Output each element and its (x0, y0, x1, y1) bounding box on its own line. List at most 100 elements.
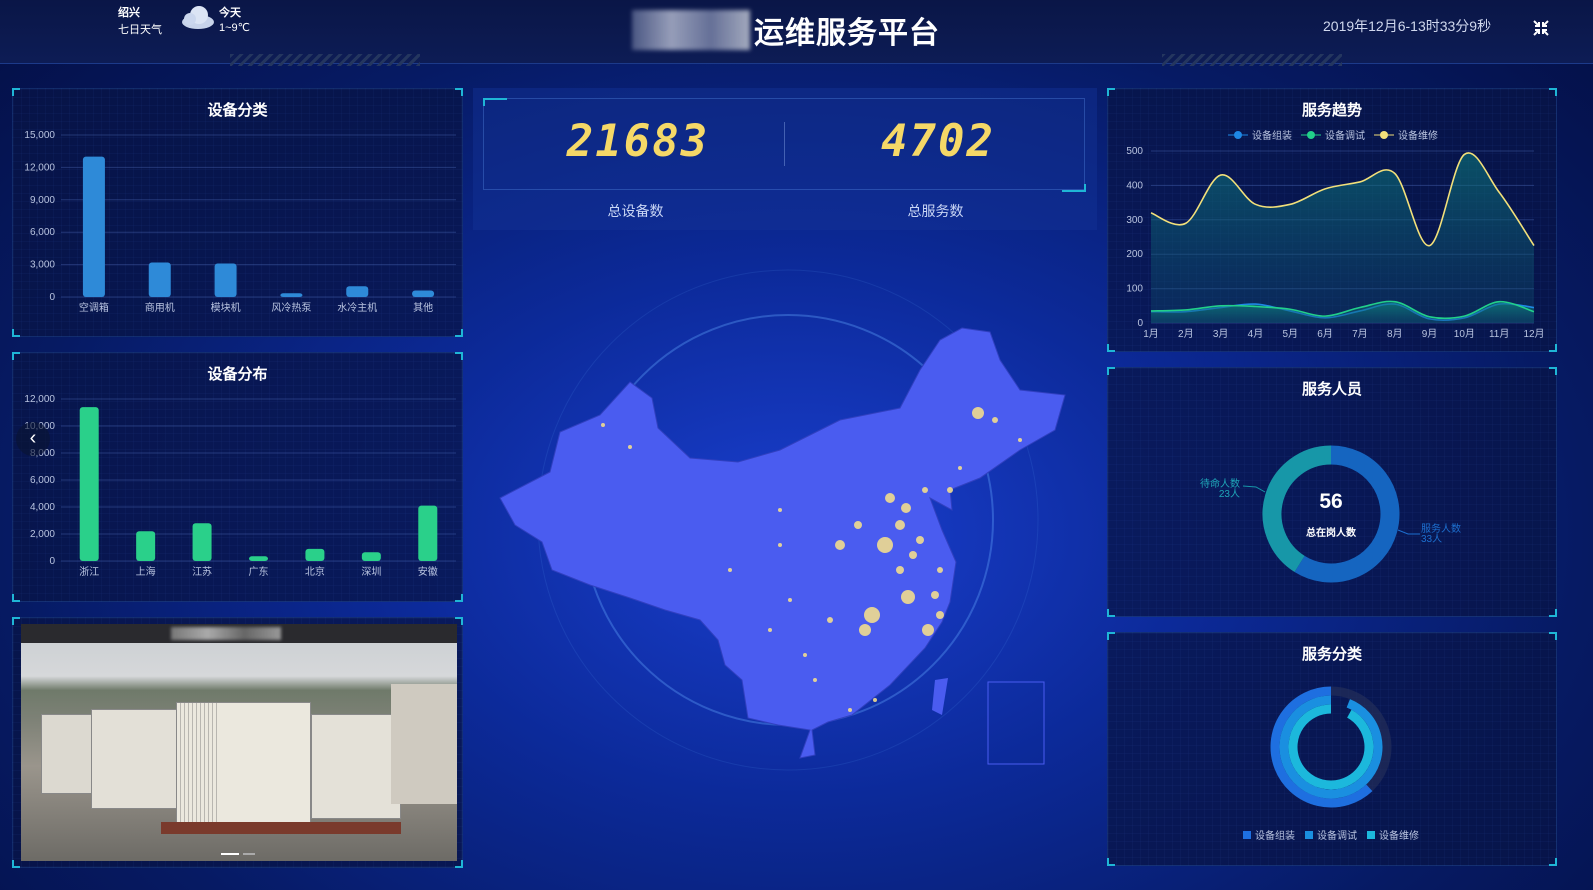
series-area (1151, 152, 1534, 323)
x-tick-label: 4月 (1248, 328, 1264, 340)
seven-day-weather-link[interactable]: 七日天气 (118, 24, 162, 36)
legend-label: 设备组装 (1255, 829, 1295, 842)
y-tick-label: 200 (1126, 249, 1143, 260)
bar (412, 290, 435, 297)
city-dot (916, 536, 924, 544)
serving-count: 33人 (1421, 534, 1443, 545)
bar (305, 548, 325, 561)
china-map[interactable] (480, 240, 1100, 880)
x-tick-label: 8月 (1387, 328, 1403, 340)
today-label: 今天 (219, 7, 241, 19)
x-tick-label: 商用机 (145, 301, 175, 314)
y-tick-label: 4,000 (30, 502, 55, 513)
y-tick-label: 6,000 (30, 227, 55, 238)
donut-slice (1262, 445, 1332, 572)
x-tick-label: 空调箱 (79, 301, 109, 314)
y-tick-label: 0 (1137, 318, 1143, 329)
ring-segment (1279, 695, 1383, 799)
city-name: 绍兴 (118, 7, 140, 19)
x-tick-label: 上海 (136, 565, 156, 578)
exit-fullscreen-icon[interactable] (1532, 19, 1550, 37)
x-tick-label: 浙江 (79, 566, 99, 578)
city-dot (854, 521, 862, 529)
legend-marker (1305, 831, 1313, 839)
x-tick-label: 12月 (1523, 328, 1544, 340)
x-tick-label: 11月 (1489, 328, 1509, 340)
x-tick-label: 10月 (1454, 328, 1475, 340)
x-tick-label: 5月 (1282, 328, 1298, 340)
legend-label: 设备调试 (1317, 829, 1357, 842)
carousel-prev-button[interactable]: ‹ (16, 422, 50, 456)
y-tick-label: 15,000 (24, 130, 55, 141)
label-line (1397, 529, 1420, 535)
y-tick-label: 300 (1126, 215, 1143, 226)
header-decoration (1162, 54, 1342, 66)
total-devices-value: 21683 (566, 116, 710, 167)
china-mainland (499, 327, 1066, 759)
city-dot (909, 551, 917, 559)
panel-title: 服务分类 (1301, 646, 1362, 663)
x-tick-label: 6月 (1317, 328, 1333, 340)
x-tick-label: 深圳 (361, 566, 381, 578)
standby-name: 待命人数 (1200, 479, 1240, 490)
temperature: 1~9℃ (219, 22, 251, 34)
donut-slice (1294, 445, 1400, 583)
city-dot (728, 568, 732, 572)
city-dot (937, 567, 943, 573)
series-line (1150, 152, 1535, 247)
standby-count: 23人 (1218, 489, 1240, 500)
x-tick-label: 9月 (1422, 328, 1438, 340)
x-tick-label: 安徽 (418, 565, 438, 578)
legend-marker (1367, 831, 1375, 839)
city-dot (922, 624, 934, 636)
bar (79, 407, 99, 561)
city-dot (877, 537, 893, 553)
header: 绍兴 七日天气 今天 1~9℃ 运维服务平台 2019年12月6-13时33分9… (0, 0, 1593, 64)
y-tick-label: 100 (1126, 284, 1143, 295)
x-tick-label: 其他 (413, 301, 433, 314)
y-tick-label: 500 (1126, 146, 1143, 157)
series-line (1150, 300, 1535, 320)
y-tick-label: 0 (49, 556, 55, 567)
x-tick-label: 7月 (1352, 328, 1368, 340)
city-dot (1018, 438, 1022, 442)
stats-panel: 21683 4702 总设备数 总服务数 (473, 88, 1097, 230)
panel-title: 设备分类 (207, 102, 268, 119)
city-dot (803, 653, 807, 657)
city-dot (848, 708, 852, 712)
bar (192, 523, 212, 561)
header-decoration (230, 54, 420, 66)
equipment-photo (21, 624, 457, 861)
device-category-panel: 设备分类 0 3,000 6,000 9,000 12,000 15,000 空调箱 商用机 模… (12, 88, 463, 337)
city-dot (813, 678, 817, 682)
service-category-panel: 服务分类 设备组装 设备调试 设备维修 (1107, 632, 1557, 866)
legend-label: 设备调试 (1325, 129, 1365, 142)
device-category-chart: 0 3,000 6,000 9,000 12,000 15,000 空调箱 商用机 模块机 风冷热… (24, 130, 456, 314)
taiwan (932, 678, 948, 715)
staff-total-value: 56 (1319, 490, 1343, 513)
y-tick-label: 2,000 (30, 529, 55, 540)
city-dot (992, 417, 998, 423)
city-dot (827, 617, 833, 623)
service-staff-panel: 服务人员 56 总在岗人数 待命人数 23人 服务人数 33人 (1107, 367, 1557, 617)
city-dot (873, 698, 877, 702)
bar (249, 556, 268, 561)
x-tick-label: 2月 (1178, 328, 1194, 340)
city-dot (778, 508, 782, 512)
y-tick-label: 12,000 (24, 162, 55, 173)
bar (136, 531, 156, 561)
legend-marker (1234, 131, 1242, 139)
bar (418, 505, 438, 561)
y-tick-label: 3,000 (30, 260, 55, 271)
legend-marker (1243, 831, 1251, 839)
bar (82, 156, 105, 297)
label-line (1242, 485, 1266, 493)
city-dot (972, 407, 984, 419)
city-dot (901, 590, 915, 604)
y-tick-label: 8,000 (30, 448, 55, 459)
x-tick-label: 风冷热泵 (271, 301, 311, 314)
photo-panel (12, 617, 463, 868)
datetime: 2019年12月6-13时33分9秒 (1323, 18, 1492, 34)
standby-label: 待命人数 23人 (1178, 480, 1240, 500)
city-dot (601, 423, 605, 427)
